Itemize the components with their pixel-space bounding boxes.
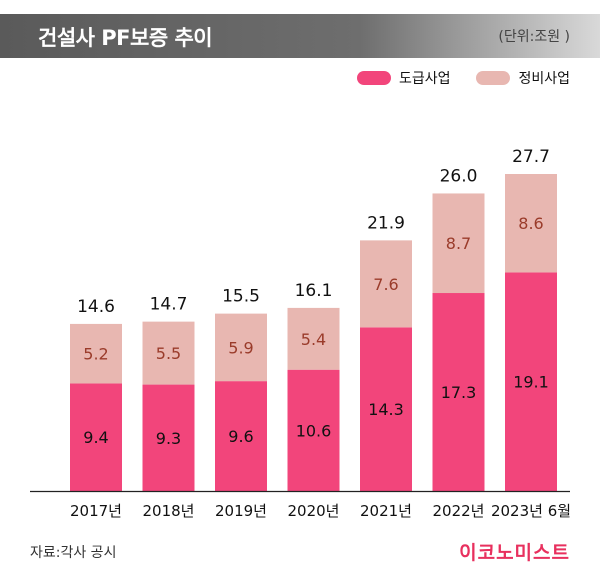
- bar-lower-4: [360, 327, 412, 491]
- bar-lower-6: [505, 272, 557, 491]
- data-label-lower-6: 19.1: [513, 373, 549, 392]
- data-label-lower-3: 10.6: [296, 421, 332, 440]
- data-label-upper-3: 5.4: [301, 330, 326, 349]
- x-tick-label-6: 2023년 6월: [491, 502, 571, 520]
- total-label-1: 14.7: [150, 295, 188, 315]
- total-label-2: 15.5: [222, 287, 260, 307]
- legend-label-lower: 도급사업: [398, 71, 451, 87]
- bar-upper-5: [432, 193, 485, 294]
- legend-item-upper: 정비사업: [476, 68, 570, 88]
- total-label-5: 26.0: [440, 166, 478, 186]
- x-tick-label-1: 2018년: [143, 502, 195, 520]
- data-label-upper-2: 5.9: [228, 338, 253, 357]
- data-label-upper-5: 8.7: [446, 234, 471, 253]
- brand-logo: 이코노미스트: [459, 542, 570, 564]
- data-label-lower-2: 9.6: [228, 427, 253, 446]
- x-tick-label-0: 2017년: [70, 502, 122, 520]
- x-tick-label-4: 2021년: [360, 502, 412, 520]
- bar-lower-3: [287, 369, 340, 491]
- total-label-3: 16.1: [295, 281, 333, 301]
- legend-item-lower: 도급사업: [356, 68, 451, 88]
- legend-label-upper: 정비사업: [518, 71, 570, 87]
- bar-upper-0: [70, 323, 122, 384]
- x-tick-label-3: 2020년: [288, 502, 340, 520]
- bar-lower-2: [215, 381, 267, 491]
- legend-swatch-upper: [476, 71, 511, 85]
- title-bar: [0, 14, 600, 58]
- x-tick-label-2: 2019년: [215, 502, 267, 520]
- x-tick-label-5: 2022년: [433, 502, 485, 520]
- data-label-lower-5: 17.3: [441, 383, 477, 402]
- data-label-upper-4: 7.6: [373, 275, 398, 294]
- chart-title: 건설사 PF보증 추이: [38, 26, 213, 50]
- bar-upper-4: [360, 240, 412, 328]
- source-note: 자료:각사 공시: [30, 545, 117, 561]
- bar-upper-1: [142, 321, 195, 385]
- data-label-lower-1: 9.3: [156, 429, 181, 448]
- total-label-4: 21.9: [367, 213, 405, 233]
- bar-lower-5: [432, 293, 485, 491]
- bar-lower-1: [142, 384, 195, 491]
- bar-lower-0: [70, 383, 122, 491]
- unit-label: (단위:조원 ): [498, 29, 570, 45]
- data-label-lower-4: 14.3: [368, 400, 404, 419]
- total-label-6: 27.7: [512, 147, 550, 167]
- total-label-0: 14.6: [77, 297, 115, 317]
- legend: 도급사업 정비사업: [356, 68, 570, 88]
- data-label-upper-6: 8.6: [518, 214, 543, 233]
- data-label-upper-1: 5.5: [156, 344, 181, 363]
- data-label-upper-0: 5.2: [83, 345, 108, 364]
- legend-swatch-lower: [356, 71, 391, 85]
- data-label-lower-0: 9.4: [83, 428, 108, 447]
- bar-upper-2: [215, 313, 267, 382]
- bar-upper-6: [505, 174, 557, 273]
- bar-upper-3: [287, 307, 340, 370]
